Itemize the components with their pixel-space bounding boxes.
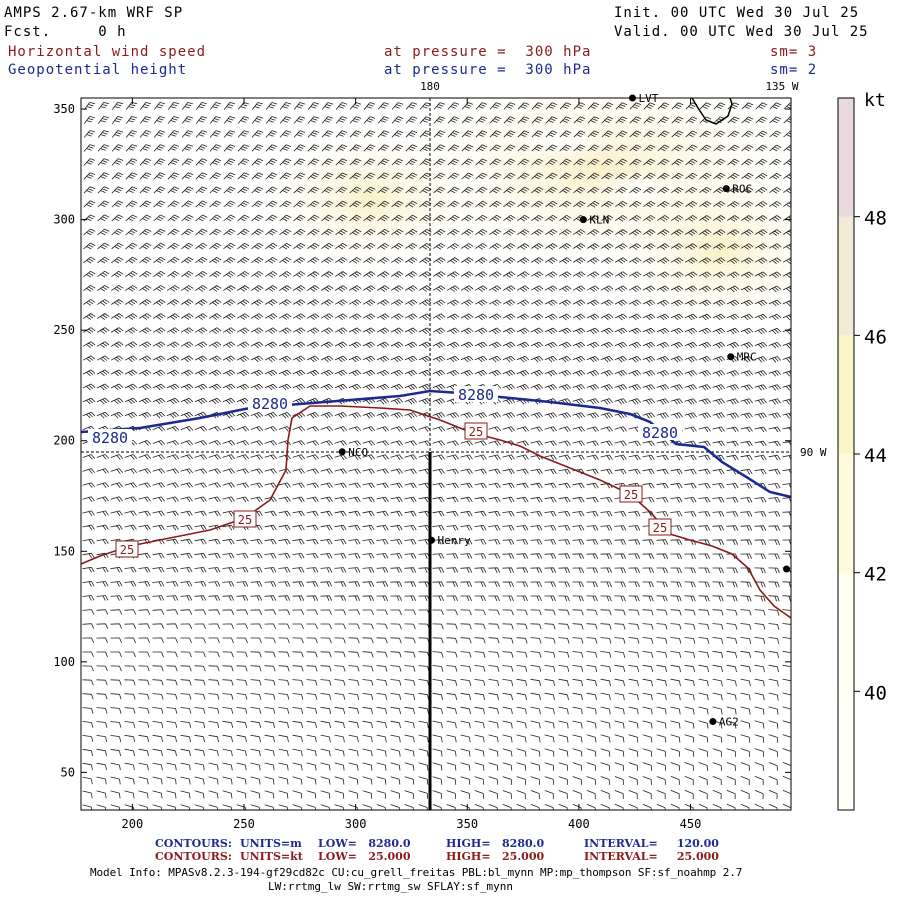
- field-2-name: Geopotential height: [8, 62, 188, 78]
- speed-contour-label: 25: [238, 513, 252, 527]
- station-nco: NCO: [338, 446, 368, 459]
- forecast-hour: Fcst. 0 h: [4, 24, 127, 40]
- station-dot: [727, 353, 735, 361]
- station-label: NCO: [348, 446, 368, 459]
- wind-barbs: [82, 102, 791, 810]
- station-ag2: AG2: [709, 716, 739, 729]
- station-henry: Henry: [428, 534, 471, 547]
- contour2-high: HIGH= 25.000: [446, 850, 545, 863]
- height-label-bg: [454, 386, 498, 402]
- colorbar-swatch: [838, 572, 854, 692]
- x-tick-label: 350: [456, 817, 478, 831]
- contour2-low: LOW= 25.000: [318, 850, 411, 863]
- colorbar-swatch: [838, 454, 854, 573]
- plot-frame: [80, 97, 792, 811]
- station-label: KLN: [589, 214, 609, 227]
- speed-label-box: [233, 510, 257, 528]
- y-tick-label: 250: [53, 323, 75, 337]
- height-contour-label: 8280: [642, 424, 678, 442]
- speed-contour-label: 25: [120, 543, 134, 557]
- colorbar-label: 40: [864, 682, 887, 704]
- x-tick-label: 300: [345, 817, 367, 831]
- contour1-interval: INTERVAL= 120.00: [584, 837, 719, 850]
- field-2-level: at pressure = 300 hPa: [384, 62, 592, 78]
- speed-contour-label: 25: [624, 488, 638, 502]
- station-dot: [709, 718, 717, 726]
- contour1-high: HIGH= 8280.0: [446, 837, 545, 850]
- x-tick-label: 400: [568, 817, 590, 831]
- contour2-interval: INTERVAL= 25.000: [584, 850, 719, 863]
- contour1-units: UNITS=m: [240, 837, 302, 850]
- height-label-bg: [638, 424, 682, 440]
- coastline: [691, 97, 733, 125]
- station-dot: [338, 448, 346, 456]
- speed-contour-label: 25: [469, 425, 483, 439]
- x-tick-label: 250: [233, 817, 255, 831]
- y-tick-label: 50: [61, 765, 75, 779]
- parallel-90w-label: 90 W: [800, 446, 827, 459]
- y-tick-label: 350: [53, 102, 75, 116]
- colorbar-swatch: [838, 335, 854, 454]
- geopotential-height-contour: [80, 389, 792, 499]
- colorbar-label: 44: [864, 445, 887, 467]
- model-info: Model Info: MPASv8.2.3-194-gf29cd82c CU:…: [90, 866, 743, 879]
- station-roc: ROC: [722, 183, 752, 196]
- height-contour-label: 8280: [252, 395, 288, 413]
- y-tick-label: 150: [53, 544, 75, 558]
- contour2-units: UNITS=kt: [240, 850, 303, 863]
- axis-ticks: 200 250 300 350 400 450 50 100 150 200 250 300 350: [53, 98, 791, 831]
- station-dot: [428, 536, 436, 544]
- station-label: MRC: [737, 351, 757, 364]
- speed-label-box: [648, 518, 672, 536]
- init-time: Init. 00 UTC Wed 30 Jul 25: [614, 5, 860, 21]
- colorbar-swatch: [838, 691, 854, 810]
- station-dot: [783, 565, 791, 573]
- station-dot: [579, 216, 587, 224]
- colorbar: 40 42 44 46 48: [837, 97, 887, 811]
- contour-labels: 8280 8280 8280 8280 25 25 25 25 25: [88, 386, 682, 558]
- station-label: AG2: [719, 716, 739, 729]
- speed-label-box: [464, 422, 488, 440]
- height-contour-label: 8280: [458, 386, 494, 404]
- speed-label-box: [619, 485, 643, 503]
- station-dot: [722, 185, 730, 193]
- field-1-name: Horizontal wind speed: [8, 44, 207, 60]
- x-tick-label: 200: [122, 817, 144, 831]
- colorbar-unit: kt: [864, 90, 886, 111]
- height-contour-label: 8280: [92, 429, 128, 447]
- height-label-bg: [248, 395, 292, 411]
- field-1-smoothing: sm= 3: [770, 44, 818, 60]
- station-label: ROC: [732, 183, 752, 196]
- y-tick-label: 100: [53, 655, 75, 669]
- colorbar-label: 48: [864, 208, 887, 230]
- contour1-head: CONTOURS:: [155, 837, 232, 850]
- field-1-level: at pressure = 300 hPa: [384, 44, 592, 60]
- model-info-physics: LW:rrtmg_lw SW:rrtmg_sw SFLAY:sf_mynn: [268, 880, 514, 893]
- station-mrc: MRC: [727, 351, 757, 364]
- colorbar-label: 42: [864, 564, 887, 586]
- shaded-field: [260, 98, 791, 330]
- station-kln: KLN: [579, 214, 609, 227]
- y-tick-label: 300: [53, 213, 75, 227]
- meridian-135w-label: 135 W: [765, 80, 798, 93]
- colorbar-label: 46: [864, 326, 887, 348]
- speed-contour-label: 25: [653, 521, 667, 535]
- valid-time: Valid. 00 UTC Wed 30 Jul 25: [614, 24, 869, 40]
- contour1-low: LOW= 8280.0: [318, 837, 411, 850]
- station-label: Henry: [438, 534, 471, 547]
- meridian-180-label: 180: [420, 80, 440, 93]
- field-2-smoothing: sm= 2: [770, 62, 818, 78]
- speed-label-box: [115, 540, 139, 558]
- station-edge: [783, 565, 791, 573]
- colorbar-swatch: [838, 216, 854, 336]
- x-tick-label: 450: [680, 817, 702, 831]
- contour2-head: CONTOURS:: [155, 850, 232, 863]
- y-tick-label: 200: [53, 434, 75, 448]
- colorbar-swatch: [838, 98, 854, 217]
- height-label-bg: [88, 429, 132, 445]
- model-title: AMPS 2.67-km WRF SP: [4, 5, 184, 21]
- barb-field: [82, 102, 791, 810]
